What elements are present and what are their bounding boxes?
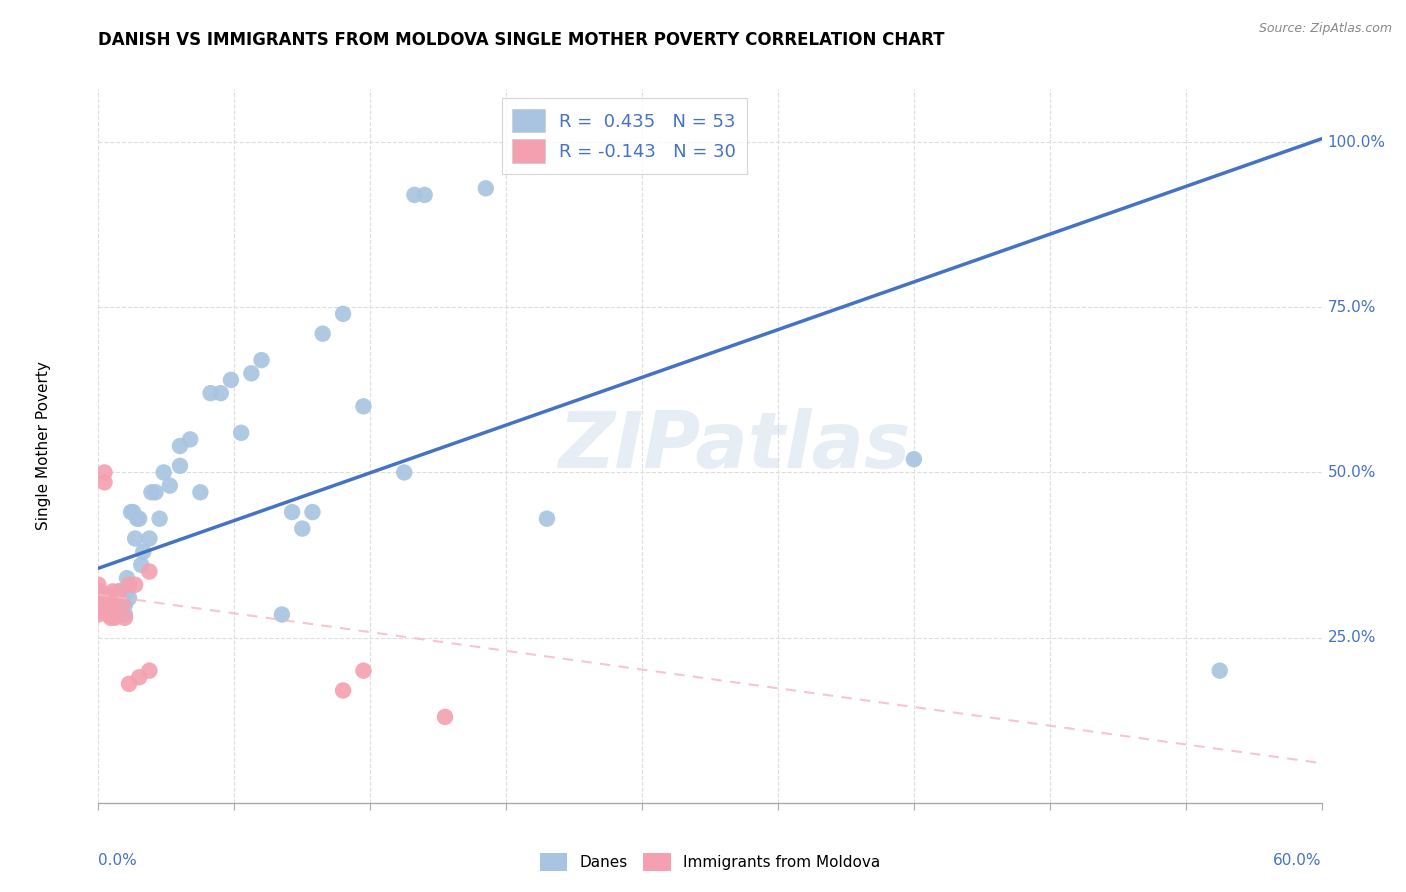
Point xyxy=(87,591,110,605)
Point xyxy=(93,475,115,490)
Point xyxy=(111,600,134,615)
Point xyxy=(93,466,115,480)
Text: Single Mother Poverty: Single Mother Poverty xyxy=(37,361,51,531)
Point xyxy=(434,710,457,724)
Point xyxy=(138,664,160,678)
Point xyxy=(141,485,163,500)
Point xyxy=(118,578,141,592)
Legend: Danes, Immigrants from Moldova: Danes, Immigrants from Moldova xyxy=(534,847,886,877)
Point xyxy=(536,511,558,525)
Point xyxy=(903,452,925,467)
Point xyxy=(115,584,138,599)
Point xyxy=(89,604,111,618)
Point xyxy=(138,532,160,546)
Point xyxy=(1209,664,1232,678)
Point xyxy=(87,607,110,622)
Point xyxy=(118,591,141,605)
Point xyxy=(392,466,416,480)
Point xyxy=(128,670,150,684)
Point xyxy=(97,598,120,612)
Point xyxy=(111,598,134,612)
Point xyxy=(115,571,138,585)
Point xyxy=(188,485,212,500)
Point xyxy=(89,588,111,602)
Point xyxy=(145,485,167,500)
Point xyxy=(100,611,122,625)
Point xyxy=(104,611,127,625)
Point xyxy=(281,505,304,519)
Point xyxy=(108,584,131,599)
Point xyxy=(97,607,120,622)
Point xyxy=(122,505,145,519)
Point xyxy=(209,386,232,401)
Point xyxy=(138,565,160,579)
Point xyxy=(111,588,134,602)
Point xyxy=(291,522,314,536)
Point xyxy=(149,511,172,525)
Point xyxy=(104,600,127,615)
Point xyxy=(250,353,273,368)
Point xyxy=(87,578,110,592)
Point xyxy=(474,181,498,195)
Point xyxy=(240,367,263,381)
Text: DANISH VS IMMIGRANTS FROM MOLDOVA SINGLE MOTHER POVERTY CORRELATION CHART: DANISH VS IMMIGRANTS FROM MOLDOVA SINGLE… xyxy=(98,31,945,49)
Text: Source: ZipAtlas.com: Source: ZipAtlas.com xyxy=(1258,22,1392,36)
Point xyxy=(114,611,136,625)
Point xyxy=(105,588,128,602)
Text: 50.0%: 50.0% xyxy=(1327,465,1376,480)
Point xyxy=(352,664,374,678)
Point xyxy=(169,439,191,453)
Point xyxy=(219,373,242,387)
Point xyxy=(127,511,149,525)
Point xyxy=(332,307,354,321)
Point xyxy=(108,584,131,599)
Point xyxy=(312,326,335,341)
Point xyxy=(159,478,181,492)
Point xyxy=(404,188,426,202)
Text: 60.0%: 60.0% xyxy=(1274,853,1322,868)
Point xyxy=(114,598,136,612)
Point xyxy=(332,683,354,698)
Point xyxy=(179,433,201,447)
Point xyxy=(100,598,122,612)
Point xyxy=(124,532,146,546)
Point xyxy=(231,425,253,440)
Point xyxy=(91,598,114,612)
Point xyxy=(169,458,191,473)
Point xyxy=(87,598,110,612)
Point xyxy=(120,505,142,519)
Text: 100.0%: 100.0% xyxy=(1327,135,1386,150)
Text: 75.0%: 75.0% xyxy=(1327,300,1376,315)
Point xyxy=(108,598,131,612)
Point xyxy=(97,591,120,605)
Text: 0.0%: 0.0% xyxy=(98,853,138,868)
Point xyxy=(132,545,155,559)
Point xyxy=(97,591,120,605)
Point xyxy=(87,584,110,599)
Text: 25.0%: 25.0% xyxy=(1327,630,1376,645)
Point xyxy=(270,607,294,622)
Point xyxy=(104,604,127,618)
Point xyxy=(96,598,118,612)
Point xyxy=(413,188,436,202)
Point xyxy=(152,466,174,480)
Point xyxy=(114,607,136,622)
Point xyxy=(101,584,124,599)
Point xyxy=(128,511,150,525)
Text: ZIPatlas: ZIPatlas xyxy=(558,408,911,484)
Point xyxy=(200,386,222,401)
Point xyxy=(129,558,152,572)
Point xyxy=(93,588,115,602)
Point xyxy=(301,505,323,519)
Point xyxy=(110,591,132,605)
Point xyxy=(124,578,146,592)
Point xyxy=(118,677,141,691)
Point xyxy=(101,588,124,602)
Point xyxy=(352,400,374,414)
